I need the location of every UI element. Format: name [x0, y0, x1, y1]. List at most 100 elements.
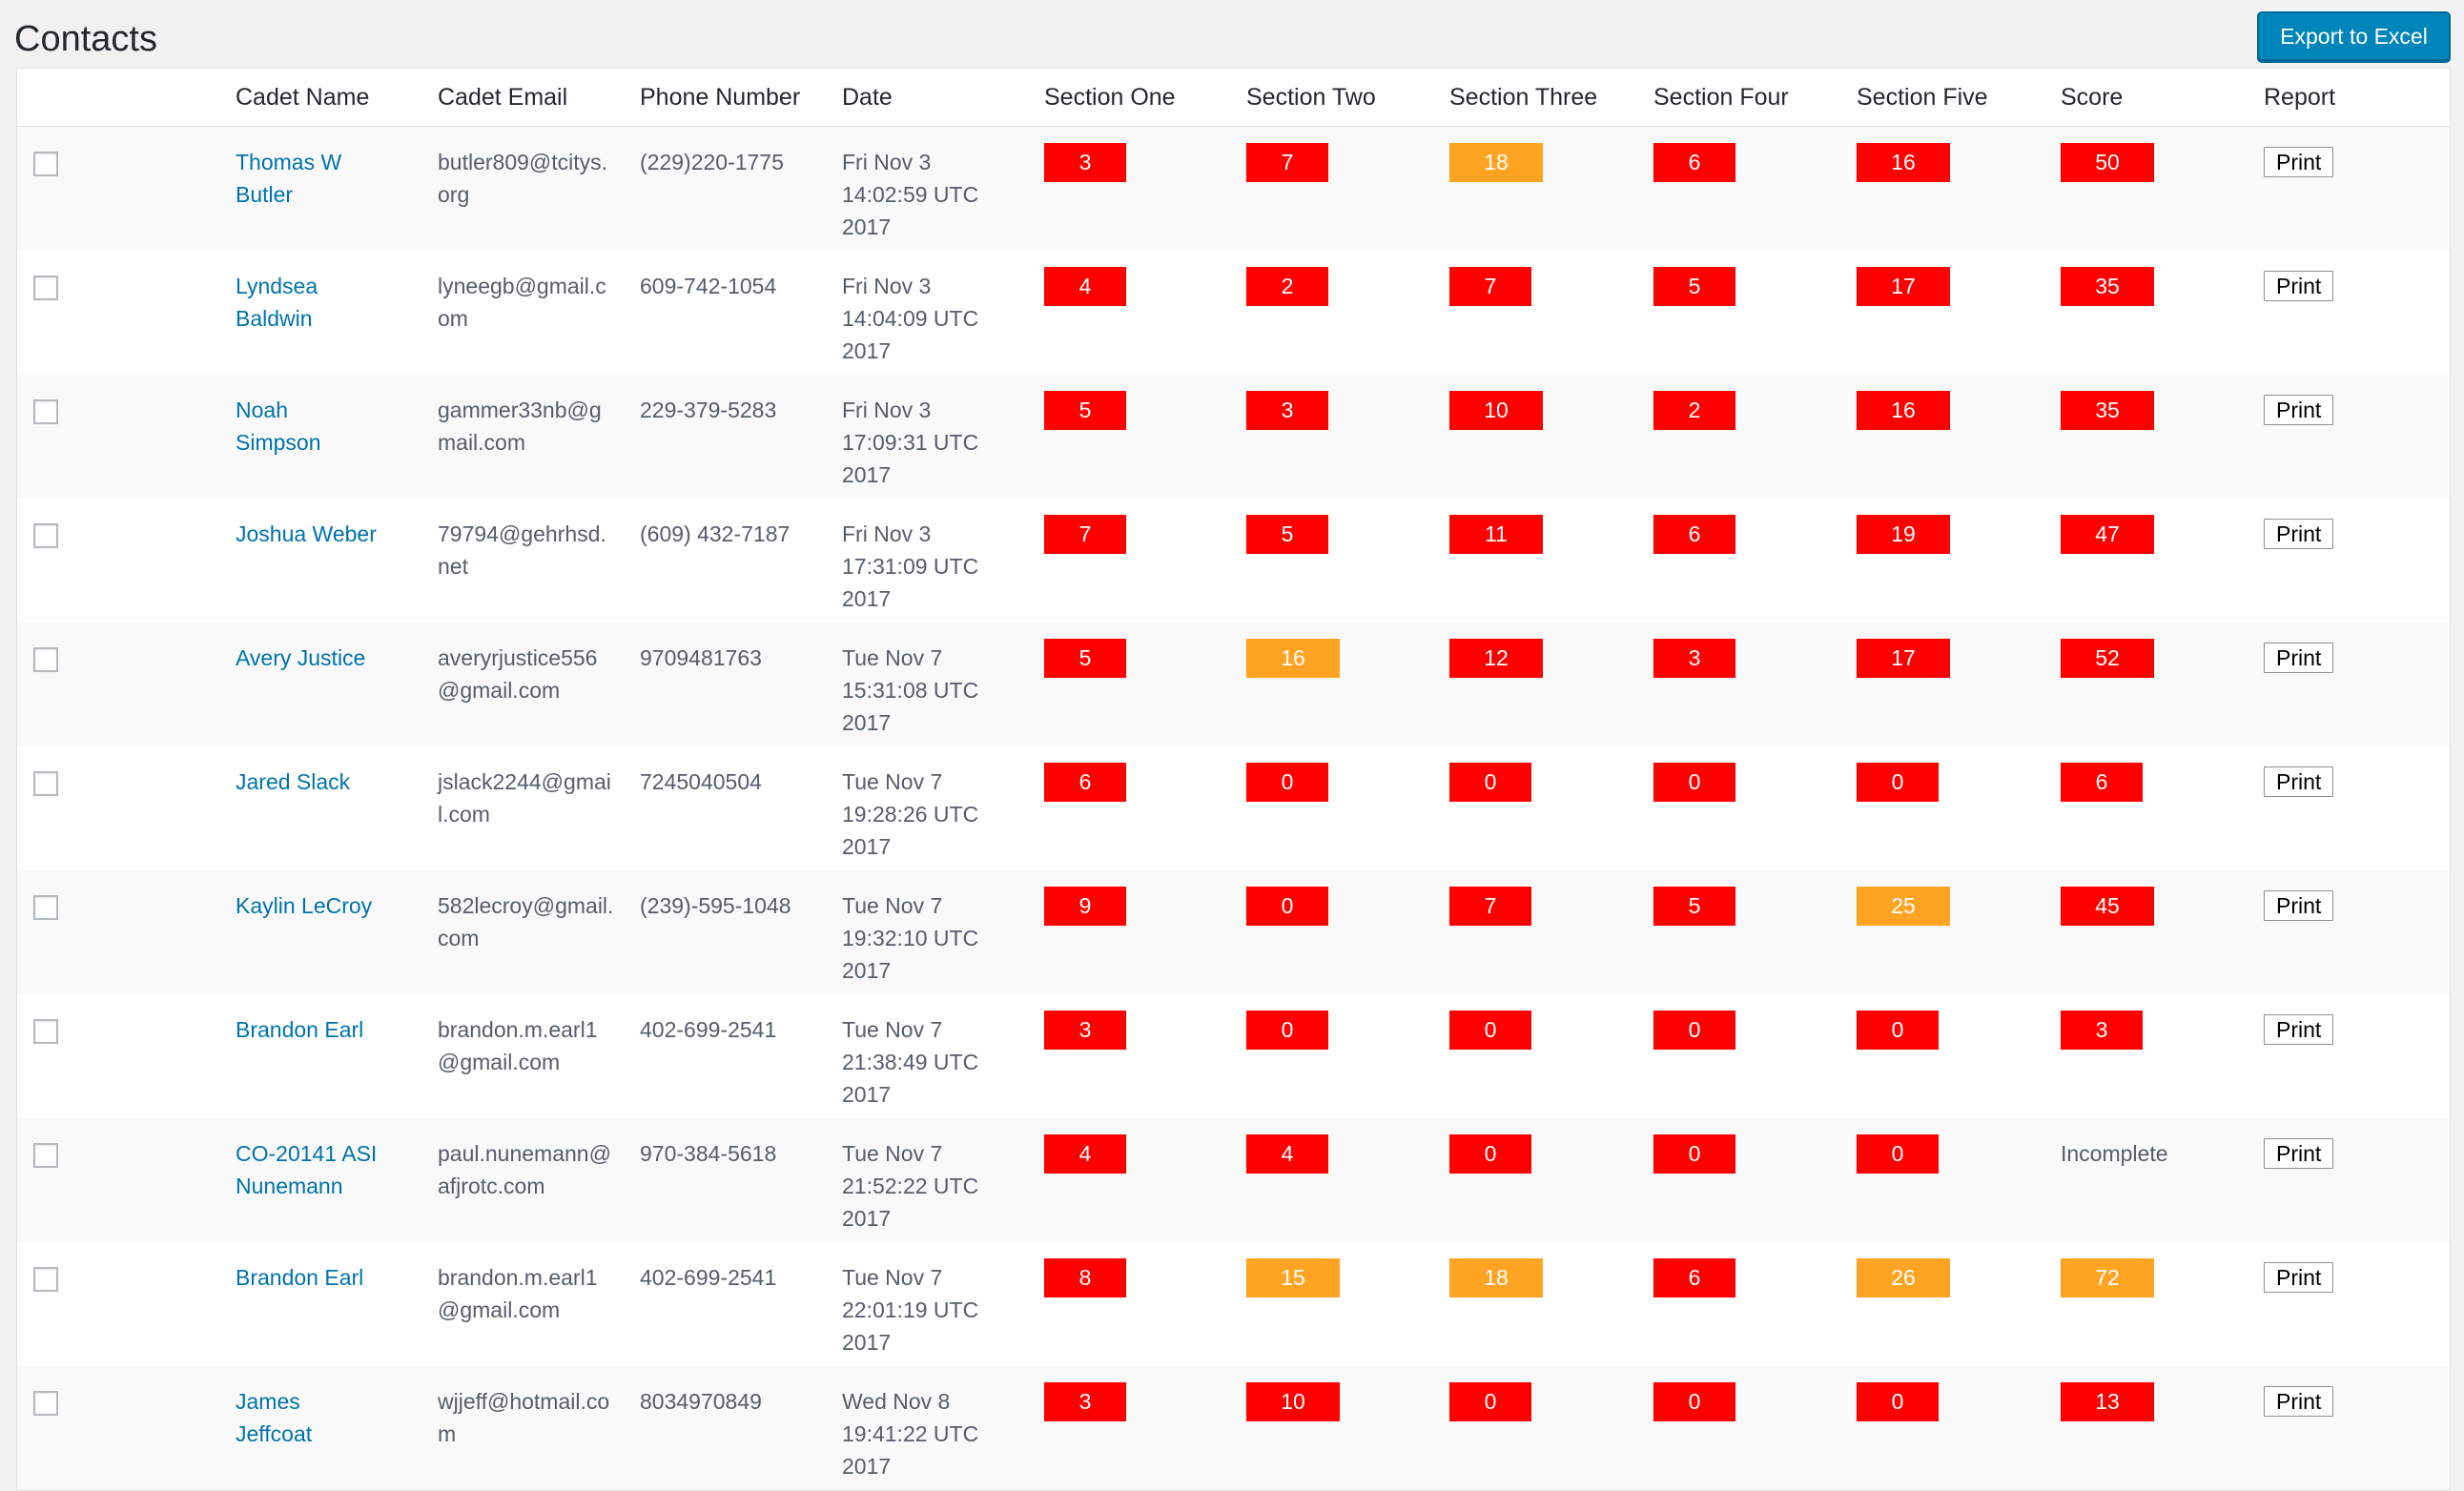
row-checkbox[interactable]: [33, 1018, 58, 1044]
table-row: Kaylin LeCroy 582lecroy@gmail.com (239)-59…: [17, 869, 2450, 994]
cadet-name-link[interactable]: Brandon Earl: [236, 1264, 364, 1290]
phone-number: (229)220-1775: [640, 150, 784, 174]
section-one-score-badge: 4: [1044, 266, 1126, 306]
cadet-name-link[interactable]: Lyndsea Baldwin: [236, 273, 318, 331]
score-cell: 52: [2061, 623, 2264, 746]
section-two-cell: 16: [1246, 623, 1449, 746]
cadet-name-link[interactable]: Kaylin LeCroy: [236, 892, 373, 918]
cadet-email-cell: 582lecroy@gmail.com: [438, 870, 640, 994]
table-row: Avery Justice averyrjustice556@gmail.com 9…: [17, 622, 2450, 746]
row-checkbox[interactable]: [33, 770, 58, 796]
section-one-cell: 5: [1044, 375, 1246, 499]
table-row: Noah Simpson gammer33nb@gmail.com 229-379-…: [17, 374, 2450, 499]
cadet-email-cell: brandon.m.earl1@gmail.com: [438, 1242, 640, 1366]
print-report-button[interactable]: Print: [2264, 394, 2334, 425]
total-score-badge: 72: [2061, 1257, 2154, 1297]
submission-date: Tue Nov 7 19:28:26 UTC 2017: [842, 768, 979, 859]
section-two-score-badge: 0: [1246, 762, 1328, 802]
row-checkbox[interactable]: [33, 894, 58, 920]
print-report-button[interactable]: Print: [2264, 766, 2334, 797]
section-five-score-badge: 16: [1857, 390, 1950, 430]
cadet-name-link[interactable]: James Jeffcoat: [236, 1388, 313, 1446]
cadet-name-link[interactable]: Joshua Weber: [236, 521, 377, 546]
column-header-date: Date: [842, 69, 1044, 127]
phone-number: 229-379-5283: [640, 397, 777, 422]
section-two-score-badge: 4: [1246, 1134, 1328, 1174]
cadet-name-link[interactable]: CO-20141 ASI Nunemann: [236, 1140, 378, 1198]
section-two-score-badge: 0: [1246, 1010, 1328, 1050]
cadet-name-cell: Lyndsea Baldwin: [236, 251, 438, 375]
phone-number: 8034970849: [640, 1388, 762, 1414]
cadet-name-cell: James Jeffcoat: [236, 1366, 438, 1490]
print-report-button[interactable]: Print: [2264, 518, 2334, 549]
row-checkbox[interactable]: [33, 1390, 58, 1416]
report-cell: Print: [2264, 499, 2450, 623]
print-report-button[interactable]: Print: [2264, 1385, 2334, 1417]
date-cell: Tue Nov 7 15:31:08 UTC 2017: [842, 623, 1044, 746]
total-score-badge: 6: [2061, 762, 2143, 802]
page-title: Contacts: [14, 19, 157, 59]
section-three-cell: 0: [1449, 1118, 1653, 1242]
row-checkbox[interactable]: [33, 522, 58, 548]
cadet-name-link[interactable]: Thomas W Butler: [236, 150, 342, 207]
cadet-email-cell: butler809@tcitys.org: [438, 127, 640, 251]
row-checkbox[interactable]: [33, 275, 58, 300]
row-checkbox[interactable]: [33, 1266, 58, 1292]
score-cell: 35: [2061, 251, 2264, 375]
cadet-email: brandon.m.earl1@gmail.com: [438, 1264, 598, 1322]
section-three-score-badge: 7: [1449, 886, 1531, 926]
print-report-button[interactable]: Print: [2264, 270, 2334, 301]
date-cell: Tue Nov 7 21:38:49 UTC 2017: [842, 994, 1044, 1118]
date-cell: Tue Nov 7 21:52:22 UTC 2017: [842, 1118, 1044, 1242]
cadet-name-cell: CO-20141 ASI Nunemann: [236, 1118, 438, 1242]
total-score-badge: 52: [2061, 638, 2154, 678]
print-report-button[interactable]: Print: [2264, 1261, 2334, 1293]
cadet-name-link[interactable]: Avery Justice: [236, 644, 366, 670]
cadet-email-cell: paul.nunemann@afjrotc.com: [438, 1118, 640, 1242]
print-report-button[interactable]: Print: [2264, 1137, 2334, 1169]
row-checkbox[interactable]: [33, 1142, 58, 1168]
section-five-cell: 0: [1857, 994, 2061, 1118]
cadet-name-cell: Kaylin LeCroy: [236, 870, 438, 994]
cadet-name-cell: Brandon Earl: [236, 1242, 438, 1366]
print-report-button[interactable]: Print: [2264, 889, 2334, 921]
cadet-name-link[interactable]: Noah Simpson: [236, 397, 321, 455]
section-three-cell: 0: [1449, 746, 1653, 870]
section-two-score-badge: 10: [1246, 1381, 1340, 1421]
cadet-name-link[interactable]: Jared Slack: [236, 768, 351, 794]
section-five-score-badge: 19: [1857, 514, 1950, 554]
section-four-score-badge: 6: [1653, 514, 1735, 554]
submission-date: Wed Nov 8 19:41:22 UTC 2017: [842, 1388, 979, 1479]
report-cell: Print: [2264, 251, 2450, 375]
section-four-score-badge: 0: [1653, 1381, 1735, 1421]
total-score-badge: 3: [2061, 1010, 2143, 1050]
row-checkbox[interactable]: [33, 398, 58, 424]
section-one-score-badge: 3: [1044, 1381, 1126, 1421]
section-five-cell: 19: [1857, 499, 2061, 623]
section-two-score-badge: 15: [1246, 1257, 1340, 1297]
section-one-cell: 8: [1044, 1242, 1246, 1366]
total-score-badge: 45: [2061, 886, 2154, 926]
export-to-excel-button[interactable]: Export to Excel: [2257, 11, 2451, 61]
score-cell: 72: [2061, 1242, 2264, 1366]
date-cell: Fri Nov 3 17:31:09 UTC 2017: [842, 499, 1044, 623]
cadet-name-cell: Jared Slack: [236, 746, 438, 870]
date-cell: Tue Nov 7 19:28:26 UTC 2017: [842, 746, 1044, 870]
section-five-cell: 17: [1857, 251, 2061, 375]
cadet-email: brandon.m.earl1@gmail.com: [438, 1016, 598, 1074]
section-two-cell: 10: [1246, 1366, 1449, 1490]
section-five-score-badge: 0: [1857, 1010, 1939, 1050]
row-checkbox[interactable]: [33, 646, 58, 672]
section-three-cell: 0: [1449, 1366, 1653, 1490]
print-report-button[interactable]: Print: [2264, 642, 2334, 673]
print-report-button[interactable]: Print: [2264, 147, 2334, 177]
section-one-score-badge: 6: [1044, 762, 1126, 802]
select-cell: [17, 251, 236, 375]
column-header-cadet-email: Cadet Email: [438, 69, 640, 127]
section-four-score-badge: 6: [1653, 1257, 1735, 1297]
report-cell: Print: [2264, 1366, 2450, 1490]
phone-number-cell: 402-699-2541: [640, 1242, 842, 1366]
cadet-name-link[interactable]: Brandon Earl: [236, 1016, 364, 1042]
print-report-button[interactable]: Print: [2264, 1013, 2334, 1045]
row-checkbox[interactable]: [33, 152, 58, 176]
